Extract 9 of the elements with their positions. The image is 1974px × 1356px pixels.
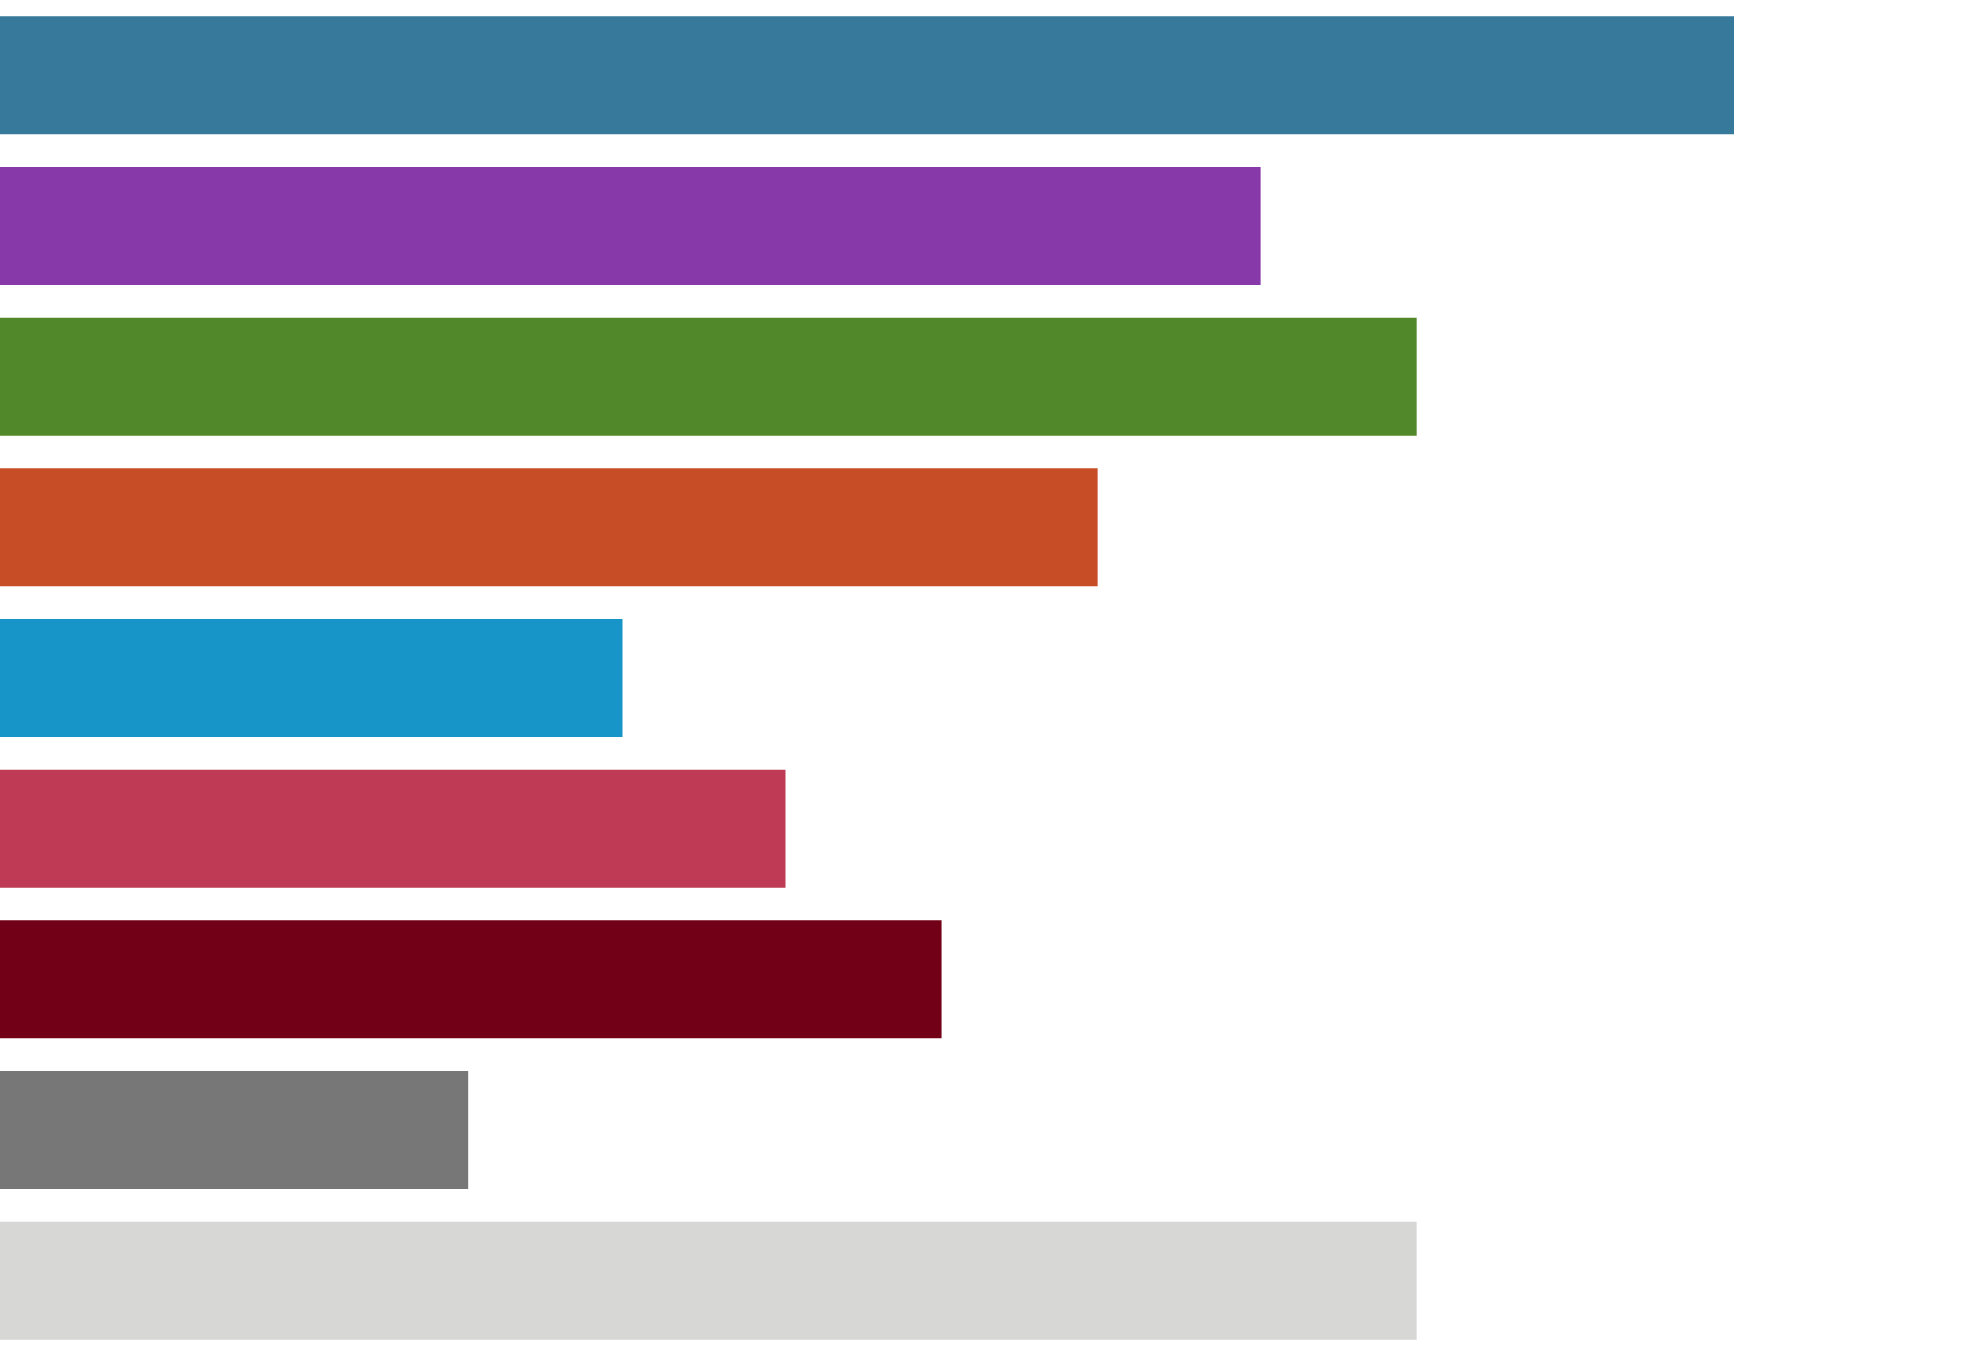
bar: [0, 167, 1261, 285]
bar: [0, 619, 623, 737]
bar: [0, 16, 1734, 135]
bar: [0, 769, 786, 888]
bar: [0, 468, 1098, 587]
bar: [0, 920, 942, 1039]
bar: [0, 317, 1417, 436]
bar: [0, 1071, 469, 1189]
bar: [0, 1221, 1417, 1340]
